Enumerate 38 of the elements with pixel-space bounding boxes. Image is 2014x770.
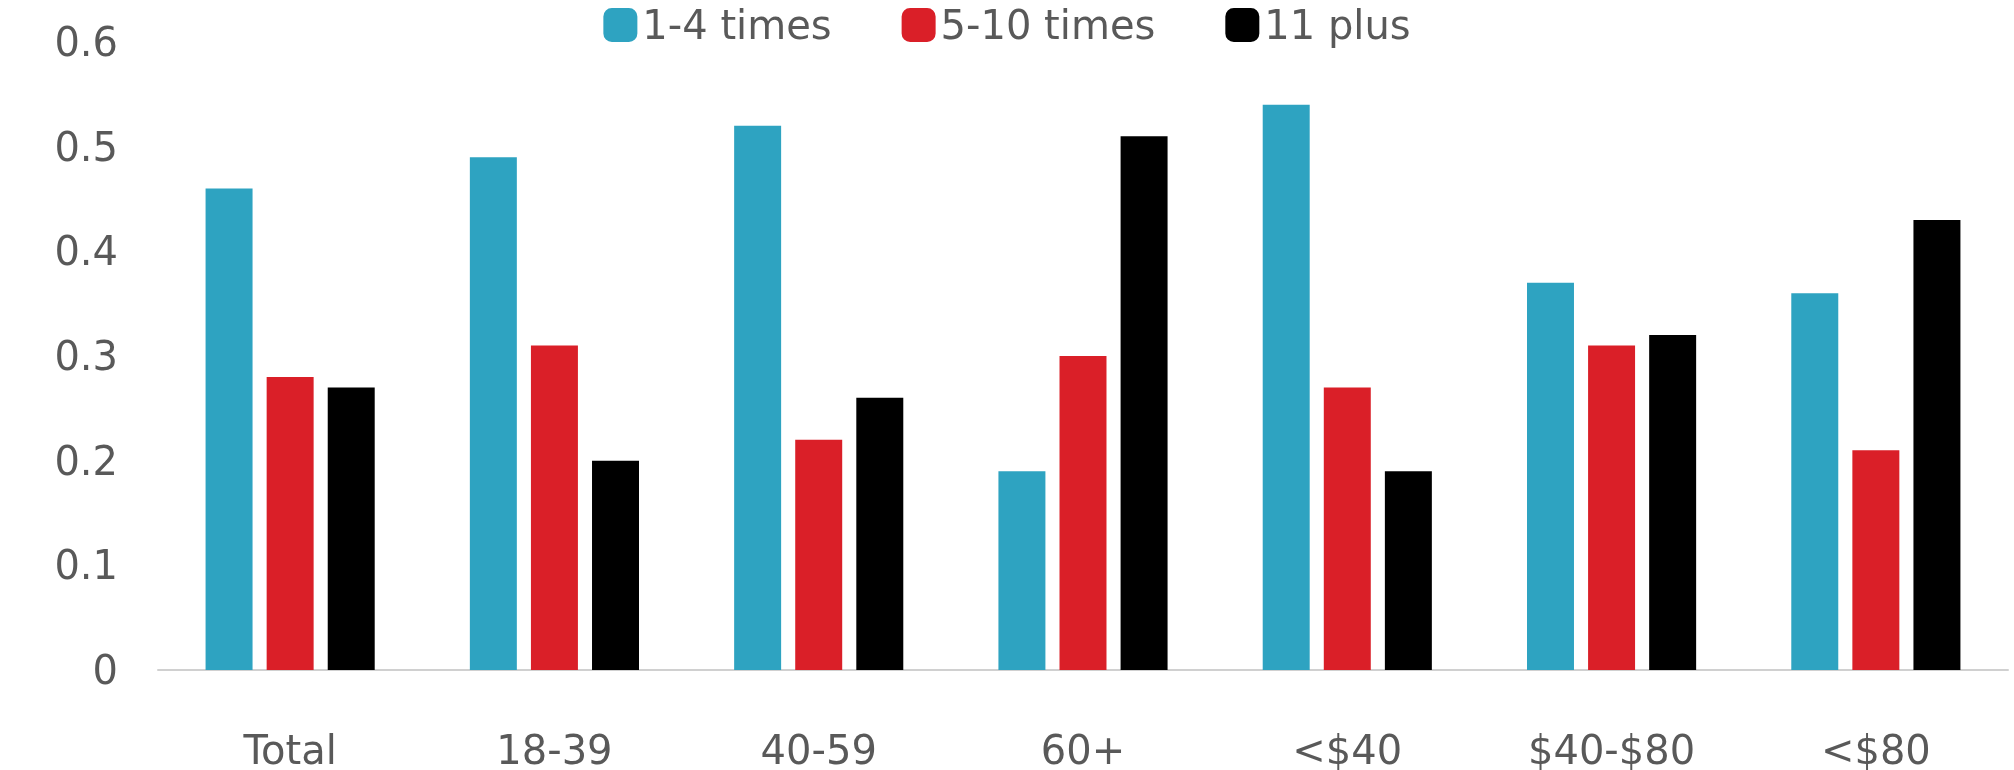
bar xyxy=(1120,136,1168,670)
legend-label: 5-10 times xyxy=(940,2,1156,48)
x-tick-label: 60+ xyxy=(1040,727,1126,770)
legend-label: 1-4 times xyxy=(642,2,832,48)
bar xyxy=(327,387,375,670)
bar xyxy=(1588,345,1636,670)
bar xyxy=(530,345,578,670)
y-tick-label: 0.2 xyxy=(54,437,118,484)
bar xyxy=(734,125,782,670)
bar xyxy=(1384,471,1432,670)
y-tick-label: 0.3 xyxy=(54,333,118,379)
bar xyxy=(1527,282,1574,670)
bar xyxy=(1323,387,1371,670)
bar xyxy=(1262,104,1310,670)
bar xyxy=(1649,335,1697,670)
x-tick-label: <$80 xyxy=(1820,727,1931,770)
bar xyxy=(205,188,253,670)
bar xyxy=(1852,450,1900,670)
bar xyxy=(795,439,843,670)
y-tick-label: 0 xyxy=(92,647,118,693)
bar xyxy=(856,397,904,670)
x-tick-label: Total xyxy=(242,727,337,770)
bar xyxy=(1913,219,1961,670)
bar xyxy=(266,376,314,670)
legend-label: 11 plus xyxy=(1264,2,1411,48)
x-tick-label: <$40 xyxy=(1292,727,1403,770)
bar xyxy=(469,157,517,670)
x-tick-label: 18-39 xyxy=(496,727,613,770)
y-tick-label: 0.6 xyxy=(54,19,118,65)
bar xyxy=(1059,356,1107,670)
bar xyxy=(998,471,1046,670)
bar xyxy=(1791,293,1839,670)
x-tick-label: $40-$80 xyxy=(1528,727,1696,770)
y-tick-label: 0.1 xyxy=(54,542,118,589)
y-tick-label: 0.4 xyxy=(54,228,118,275)
y-tick-label: 0.5 xyxy=(54,123,118,170)
bar xyxy=(592,460,639,670)
x-tick-label: 40-59 xyxy=(760,727,877,770)
